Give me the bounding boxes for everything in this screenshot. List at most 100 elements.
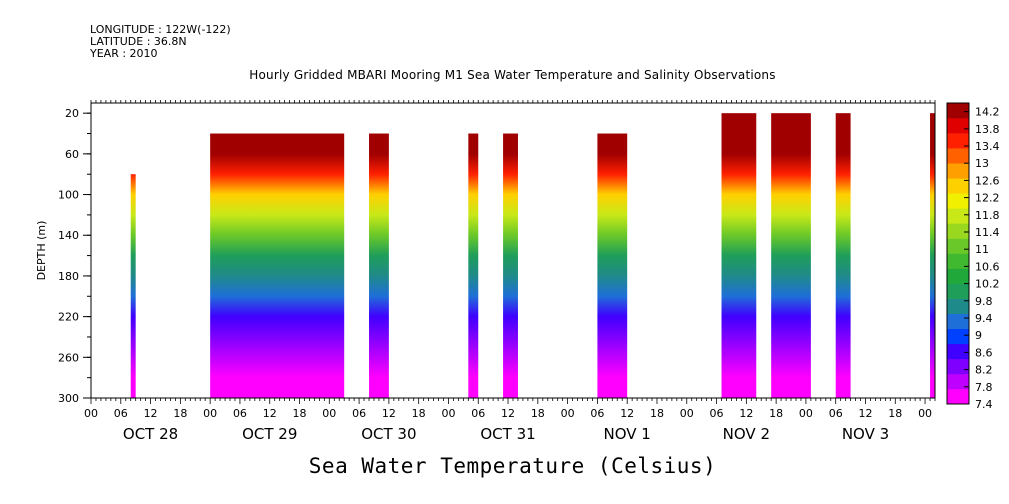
colorbar-swatch	[947, 313, 969, 330]
colorbar-label: 8.6	[975, 346, 993, 359]
y-tick-label: 20	[65, 107, 79, 120]
colorbar-swatch	[947, 268, 969, 284]
x-tick-label: 18	[531, 407, 545, 420]
colorbar-label: 10.2	[975, 278, 1000, 291]
colorbar-swatch	[947, 193, 969, 209]
x-tick-label: 18	[769, 407, 783, 420]
colorbar-swatch	[947, 253, 969, 269]
colorbar-label: 10.6	[975, 260, 1000, 273]
x-tick-label: 12	[382, 407, 396, 420]
y-axis: 20 60 100 140 180 220 260 300 DEPTH (m)	[35, 107, 91, 405]
y-tick-label: 140	[58, 229, 79, 242]
x-tick-label: 06	[710, 407, 724, 420]
x-tick-label: 12	[263, 407, 277, 420]
x-tick-label: 00	[680, 407, 694, 420]
colorbar-swatch	[947, 388, 969, 405]
colorbar-swatch	[947, 373, 969, 390]
x-tick-label: 00	[561, 407, 575, 420]
x-tick-label: 00	[799, 407, 813, 420]
colorbar-label: 11.8	[975, 209, 1000, 222]
x-tick-label: 18	[888, 407, 902, 420]
location-metadata: LONGITUDE : 122W(-122) LATITUDE : 36.8N …	[90, 24, 231, 60]
colorbar-swatch	[947, 148, 969, 164]
day-label: NOV 2	[723, 425, 770, 443]
day-label: OCT 31	[480, 425, 535, 443]
x-tick-label: 00	[918, 407, 932, 420]
colorbar-border	[946, 102, 970, 405]
colorbar-swatch	[947, 328, 969, 345]
y-axis-label: DEPTH (m)	[35, 221, 48, 281]
colorbar-label: 11	[975, 243, 989, 256]
data-segments	[130, 113, 935, 398]
x-tick-label: 00	[203, 407, 217, 420]
data-segment-10	[930, 113, 935, 398]
x-tick-label: 06	[352, 407, 366, 420]
data-segment-1	[130, 174, 136, 398]
y-tick-label: 180	[58, 270, 79, 283]
x-tick-label: 12	[144, 407, 158, 420]
x-tick-label: 18	[173, 407, 187, 420]
y-tick-label: 300	[58, 392, 79, 405]
colorbar-swatch	[947, 133, 969, 149]
x-tick-label: 18	[650, 407, 664, 420]
chart-title: Hourly Gridded MBARI Mooring M1 Sea Wate…	[0, 68, 1009, 82]
colorbar-swatch	[947, 103, 969, 119]
x-tick-label: 00	[441, 407, 455, 420]
colorbar-label: 14.2	[975, 106, 1000, 119]
y-tick-label: 260	[58, 351, 79, 364]
x-axis: 00 06 12 18 00 06 12 18 00 06 12 18 00 06 12 18 00 06 12 18…	[84, 100, 936, 443]
colorbar-swatch	[947, 343, 969, 360]
x-tick-label: 06	[590, 407, 604, 420]
colorbar-label: 9	[975, 329, 982, 342]
y-tick-label: 100	[58, 189, 79, 202]
x-tick-label: 12	[739, 407, 753, 420]
x-tick-label: 18	[412, 407, 426, 420]
colorbar-swatch	[947, 118, 969, 134]
day-label: OCT 30	[361, 425, 416, 443]
data-segment-3	[369, 133, 389, 398]
colorbar-label: 13	[975, 157, 989, 170]
variable-title-text: Sea Water Temperature (Celsius)	[308, 454, 717, 478]
colorbar-swatch	[947, 238, 969, 254]
colorbar-label: 13.4	[975, 140, 1000, 153]
x-tick-label: 12	[858, 407, 872, 420]
data-segment-4	[468, 133, 479, 398]
colorbar: 14.2 13.8 13.4 13 12.6 12.2 11.8 11.4 11 10.6 10.2…	[946, 102, 1000, 411]
colorbar-label: 7.8	[975, 381, 993, 394]
data-segment-6	[597, 133, 628, 398]
x-tick-label: 12	[501, 407, 515, 420]
colorbar-label: 11.4	[975, 226, 1000, 239]
x-tick-label: 06	[471, 407, 485, 420]
latitude-label: LATITUDE : 36.8N	[90, 35, 187, 48]
colorbar-label: 12.2	[975, 192, 1000, 205]
colorbar-swatch	[947, 178, 969, 194]
data-segment-2	[210, 133, 345, 398]
colorbar-label: 7.4	[975, 398, 993, 411]
colorbar-label: 9.4	[975, 312, 993, 325]
colorbar-swatch	[947, 163, 969, 179]
colorbar-swatch	[947, 298, 969, 314]
day-label: OCT 28	[123, 425, 178, 443]
day-label: OCT 29	[242, 425, 297, 443]
colorbar-label: 8.2	[975, 364, 993, 377]
colorbar-swatch	[947, 223, 969, 239]
data-segment-7	[721, 113, 757, 398]
year-label: YEAR : 2010	[90, 47, 158, 60]
x-tick-label: 18	[293, 407, 307, 420]
x-tick-label: 00	[84, 407, 98, 420]
chart-title-text: Hourly Gridded MBARI Mooring M1 Sea Wate…	[249, 68, 776, 82]
colorbar-label: 9.8	[975, 295, 993, 308]
day-label: NOV 1	[604, 425, 651, 443]
x-tick-label: 06	[233, 407, 247, 420]
colorbar-label: 12.6	[975, 174, 1000, 187]
x-tick-label: 06	[829, 407, 843, 420]
colorbar-label: 13.8	[975, 123, 1000, 136]
data-segment-9	[835, 113, 851, 398]
longitude-label: LONGITUDE : 122W(-122)	[90, 23, 231, 36]
y-tick-label: 60	[65, 148, 79, 161]
colorbar-swatch	[947, 283, 969, 299]
data-segment-5	[503, 133, 518, 398]
variable-title: Sea Water Temperature (Celsius)	[0, 454, 1009, 478]
colorbar-swatch	[947, 208, 969, 224]
